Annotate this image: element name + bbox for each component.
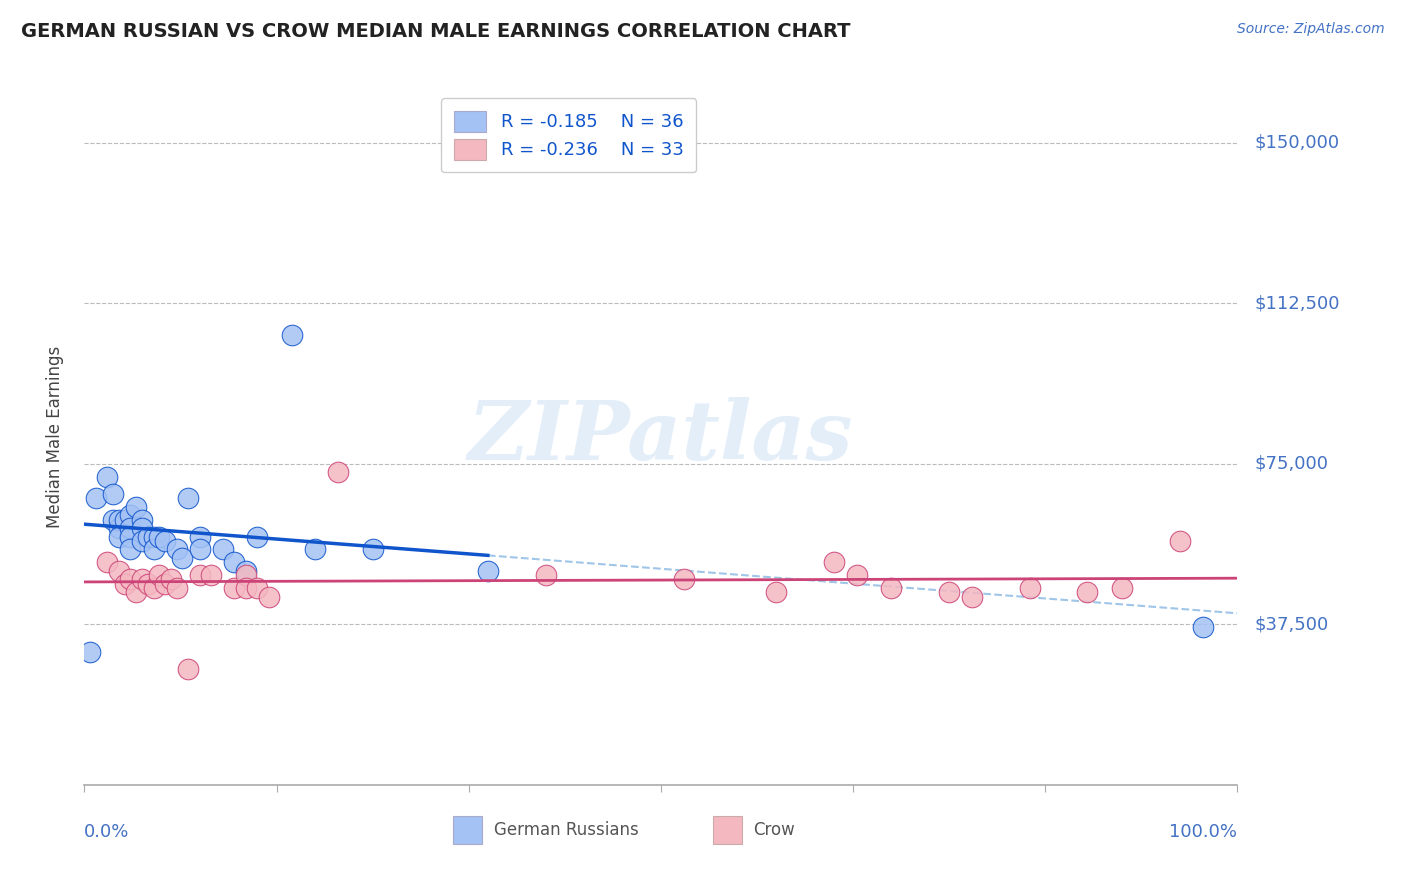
Point bbox=[765, 585, 787, 599]
Text: 0.0%: 0.0% bbox=[84, 823, 129, 841]
Point bbox=[108, 521, 131, 535]
Point bbox=[148, 530, 170, 544]
Point bbox=[1168, 533, 1191, 548]
Point bbox=[125, 585, 148, 599]
Point bbox=[200, 568, 222, 582]
Point bbox=[1191, 619, 1213, 633]
Point bbox=[84, 491, 107, 505]
Point bbox=[108, 530, 131, 544]
Text: Source: ZipAtlas.com: Source: ZipAtlas.com bbox=[1237, 22, 1385, 37]
Point bbox=[142, 530, 165, 544]
Point bbox=[211, 542, 233, 557]
Point bbox=[938, 585, 960, 599]
Point bbox=[177, 662, 200, 676]
Point bbox=[103, 512, 124, 526]
FancyBboxPatch shape bbox=[453, 816, 482, 844]
Point bbox=[103, 487, 124, 501]
Point bbox=[235, 581, 257, 595]
Point bbox=[1111, 581, 1133, 595]
Text: $37,500: $37,500 bbox=[1254, 615, 1329, 633]
Y-axis label: Median Male Earnings: Median Male Earnings bbox=[45, 346, 63, 528]
Point bbox=[246, 581, 269, 595]
Point bbox=[131, 533, 153, 548]
Point bbox=[166, 542, 188, 557]
Point bbox=[114, 576, 136, 591]
Point bbox=[960, 590, 983, 604]
Text: 100.0%: 100.0% bbox=[1170, 823, 1237, 841]
Point bbox=[153, 533, 176, 548]
Point bbox=[108, 564, 131, 578]
Text: German Russians: German Russians bbox=[494, 822, 638, 839]
Point bbox=[120, 521, 142, 535]
Text: ZIPatlas: ZIPatlas bbox=[468, 397, 853, 477]
Point bbox=[361, 542, 384, 557]
Text: GERMAN RUSSIAN VS CROW MEDIAN MALE EARNINGS CORRELATION CHART: GERMAN RUSSIAN VS CROW MEDIAN MALE EARNI… bbox=[21, 22, 851, 41]
Text: $112,500: $112,500 bbox=[1254, 294, 1340, 312]
Point bbox=[235, 568, 257, 582]
Point bbox=[108, 512, 131, 526]
Point bbox=[166, 581, 188, 595]
Point bbox=[131, 512, 153, 526]
Point bbox=[1018, 581, 1040, 595]
Point bbox=[120, 530, 142, 544]
Point bbox=[281, 328, 304, 343]
Point bbox=[136, 576, 159, 591]
Point bbox=[672, 573, 695, 587]
Point bbox=[153, 576, 176, 591]
Text: Crow: Crow bbox=[754, 822, 794, 839]
Point bbox=[125, 500, 148, 514]
Point bbox=[131, 573, 153, 587]
Point bbox=[188, 542, 211, 557]
Point bbox=[131, 521, 153, 535]
Text: $75,000: $75,000 bbox=[1254, 455, 1329, 473]
Point bbox=[96, 469, 118, 483]
Point bbox=[96, 555, 118, 569]
Point bbox=[172, 551, 194, 566]
Point bbox=[224, 555, 246, 569]
Point bbox=[120, 573, 142, 587]
Point bbox=[224, 581, 246, 595]
Point bbox=[136, 530, 159, 544]
Point bbox=[845, 568, 868, 582]
Point bbox=[79, 645, 101, 659]
Point bbox=[235, 564, 257, 578]
Point bbox=[246, 530, 269, 544]
Point bbox=[114, 512, 136, 526]
Point bbox=[188, 568, 211, 582]
Point bbox=[177, 491, 200, 505]
Point bbox=[142, 542, 165, 557]
Point bbox=[148, 568, 170, 582]
Point bbox=[160, 573, 183, 587]
Legend: R = -0.185    N = 36, R = -0.236    N = 33: R = -0.185 N = 36, R = -0.236 N = 33 bbox=[441, 98, 696, 172]
Point bbox=[120, 508, 142, 523]
Point bbox=[477, 564, 499, 578]
Point bbox=[823, 555, 845, 569]
Point bbox=[304, 542, 326, 557]
Point bbox=[326, 466, 349, 480]
FancyBboxPatch shape bbox=[713, 816, 741, 844]
Point bbox=[880, 581, 903, 595]
Point bbox=[1076, 585, 1098, 599]
Point bbox=[120, 542, 142, 557]
Point bbox=[534, 568, 557, 582]
Point bbox=[188, 530, 211, 544]
Text: $150,000: $150,000 bbox=[1254, 134, 1340, 152]
Point bbox=[257, 590, 280, 604]
Point bbox=[142, 581, 165, 595]
